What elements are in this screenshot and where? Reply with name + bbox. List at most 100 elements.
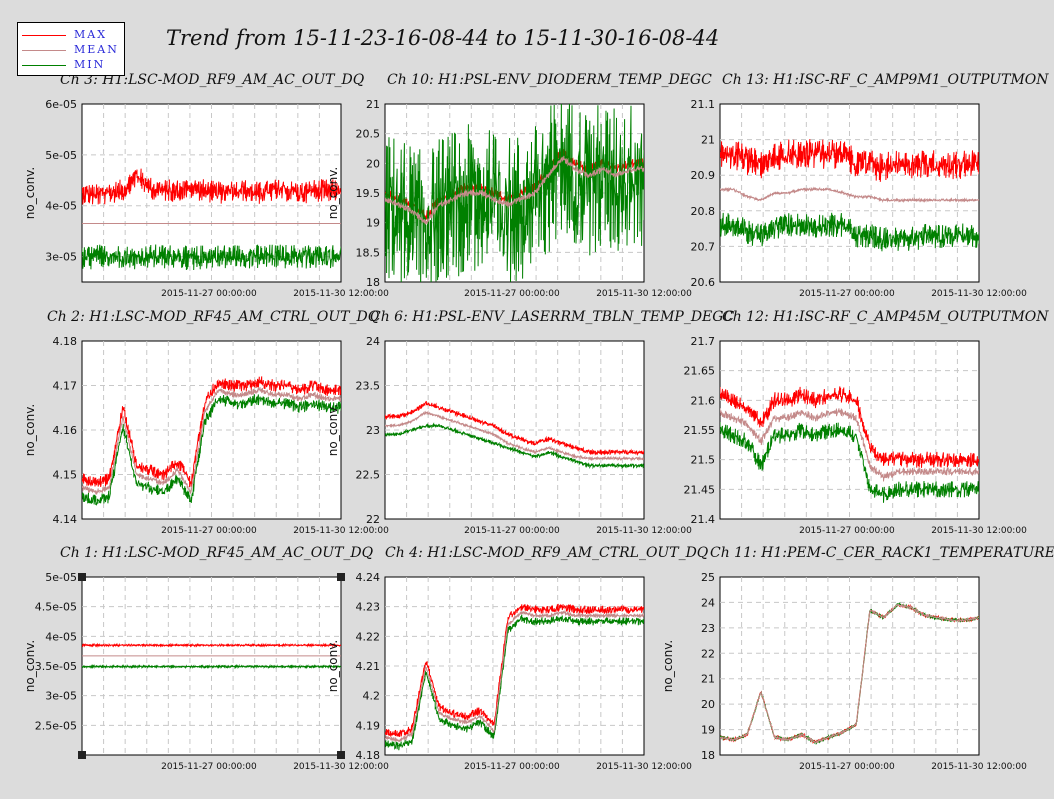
series-min-line	[720, 422, 979, 503]
page-title: Trend from 15-11-23-16-08-44 to 15-11-30…	[166, 26, 720, 50]
x-tick-label: 2015-11-30 12:00:00	[293, 762, 389, 772]
series-max-line	[82, 376, 341, 488]
y-axis-label: no_conv.	[23, 167, 37, 219]
y-tick-label: 3e-05	[45, 251, 77, 264]
y-tick-label: 24	[366, 335, 380, 348]
x-tick-label: 2015-11-30 12:00:00	[931, 289, 1027, 299]
y-tick-label: 5e-05	[45, 571, 77, 584]
resize-handle[interactable]	[337, 573, 345, 581]
chart-title: Ch 12: H1:ISC-RF_C_AMP45M_OUTPUTMON	[722, 309, 1049, 325]
chart-title: Ch 1: H1:LSC-MOD_RF45_AM_AC_OUT_DQ	[60, 545, 374, 561]
x-tick-label: 2015-11-27 00:00:00	[161, 762, 257, 772]
series-group	[82, 376, 341, 506]
y-tick-label: 21.45	[684, 483, 716, 496]
y-tick-label: 21.55	[684, 424, 716, 437]
series-max-line	[720, 139, 979, 182]
series-group	[720, 386, 979, 503]
y-tick-label: 22	[366, 513, 380, 526]
y-tick-label: 4.21	[356, 660, 381, 673]
series-group	[385, 603, 644, 751]
y-tick-label: 22	[701, 647, 715, 660]
y-tick-label: 4.16	[53, 424, 78, 437]
series-mean-line	[385, 410, 644, 462]
series-group	[385, 400, 644, 470]
resize-handle[interactable]	[78, 751, 86, 759]
legend-swatch-max	[22, 35, 66, 36]
y-tick-label: 20.9	[691, 169, 716, 182]
y-tick-label: 25	[701, 571, 715, 584]
x-tick-label: 2015-11-30 12:00:00	[596, 526, 692, 536]
y-tick-label: 24	[701, 596, 715, 609]
series-max-line	[385, 400, 644, 456]
chart-panel: Ch 1: H1:LSC-MOD_RF45_AM_AC_OUT_DQ 5e-05 4…	[23, 545, 389, 772]
y-tick-label: 4e-05	[45, 630, 77, 643]
series-min-line	[82, 394, 341, 506]
resize-handle[interactable]	[78, 573, 86, 581]
y-tick-label: 23	[366, 424, 380, 437]
y-tick-label: 18.5	[356, 246, 381, 259]
y-tick-label: 21	[701, 673, 715, 686]
legend-item-max: MAX	[22, 28, 122, 42]
series-mean-line	[385, 609, 644, 743]
x-tick-label: 2015-11-30 12:00:00	[293, 526, 389, 536]
legend-item-min: MIN	[22, 58, 122, 72]
y-tick-label: 5e-05	[45, 149, 77, 162]
y-tick-label: 4.2	[363, 690, 381, 703]
series-group	[720, 139, 979, 252]
legend-swatch-min	[22, 65, 66, 66]
chart-title: Ch 11: H1:PEM-C_CER_RACK1_TEMPERATURE	[710, 545, 1054, 561]
chart-panel: Ch 6: H1:PSL-ENV_LASERRM_TBLN_TEMP_DEGC 2…	[326, 309, 734, 536]
y-tick-label: 4.18	[356, 749, 381, 762]
y-tick-label: 20.7	[691, 240, 716, 253]
x-tick-label: 2015-11-27 00:00:00	[799, 762, 895, 772]
y-tick-label: 3e-05	[45, 690, 77, 703]
chart-title: Ch 13: H1:ISC-RF_C_AMP9M1_OUTPUTMON	[722, 72, 1049, 88]
y-axis-label: no_conv.	[326, 404, 340, 456]
chart-panel: Ch 4: H1:LSC-MOD_RF9_AM_CTRL_OUT_DQ 4.24 4…	[326, 545, 709, 772]
y-tick-label: 20.5	[356, 128, 381, 141]
y-tick-label: 4.5e-05	[35, 601, 77, 614]
y-tick-label: 20.8	[691, 205, 716, 218]
chart-title: Ch 6: H1:PSL-ENV_LASERRM_TBLN_TEMP_DEGC	[370, 309, 734, 325]
y-tick-label: 4.15	[53, 469, 78, 482]
resize-handle[interactable]	[337, 751, 345, 759]
series-mean-line	[385, 155, 644, 225]
x-tick-label: 2015-11-27 00:00:00	[799, 289, 895, 299]
series-max-line	[720, 386, 979, 468]
x-tick-label: 2015-11-27 00:00:00	[464, 762, 560, 772]
y-tick-label: 19	[366, 217, 380, 230]
legend-label: MEAN	[74, 43, 119, 56]
y-tick-label: 4e-05	[45, 200, 77, 213]
y-tick-label: 21.65	[684, 365, 716, 378]
chart-title: Ch 10: H1:PSL-ENV_DIODERM_TEMP_DEGC	[387, 72, 712, 88]
y-tick-label: 6e-05	[45, 98, 77, 111]
series-min-line	[720, 212, 979, 252]
series-group	[82, 642, 341, 670]
series-group	[385, 104, 644, 282]
y-tick-label: 19.5	[356, 187, 381, 200]
x-tick-label: 2015-11-27 00:00:00	[161, 289, 257, 299]
y-axis-label: no_conv.	[23, 640, 37, 692]
series-min-line	[385, 422, 644, 470]
y-tick-label: 21	[701, 134, 715, 147]
y-tick-label: 3.5e-05	[35, 660, 77, 673]
y-tick-label: 21	[366, 98, 380, 111]
x-tick-label: 2015-11-27 00:00:00	[799, 526, 895, 536]
y-tick-label: 22.5	[356, 469, 381, 482]
y-tick-label: 18	[366, 276, 380, 289]
chart-title: Ch 4: H1:LSC-MOD_RF9_AM_CTRL_OUT_DQ	[385, 545, 709, 561]
y-tick-label: 21.5	[691, 454, 716, 467]
chart-panel: Ch 10: H1:PSL-ENV_DIODERM_TEMP_DEGC 21 20.…	[326, 72, 712, 299]
legend-label: MAX	[74, 28, 108, 41]
chart-panel: Ch 2: H1:LSC-MOD_RF45_AM_CTRL_OUT_DQ 4.18…	[23, 309, 389, 536]
y-tick-label: 4.22	[356, 630, 381, 643]
y-tick-label: 4.14	[53, 513, 78, 526]
series-mean-line	[82, 387, 341, 495]
series-max-line	[82, 168, 341, 205]
chart-panel: Ch 13: H1:ISC-RF_C_AMP9M1_OUTPUTMON 21.1 2…	[691, 72, 1050, 299]
x-tick-label: 2015-11-30 12:00:00	[596, 762, 692, 772]
plot-area	[719, 103, 980, 283]
y-tick-label: 21.1	[691, 98, 716, 111]
x-tick-label: 2015-11-27 00:00:00	[464, 289, 560, 299]
